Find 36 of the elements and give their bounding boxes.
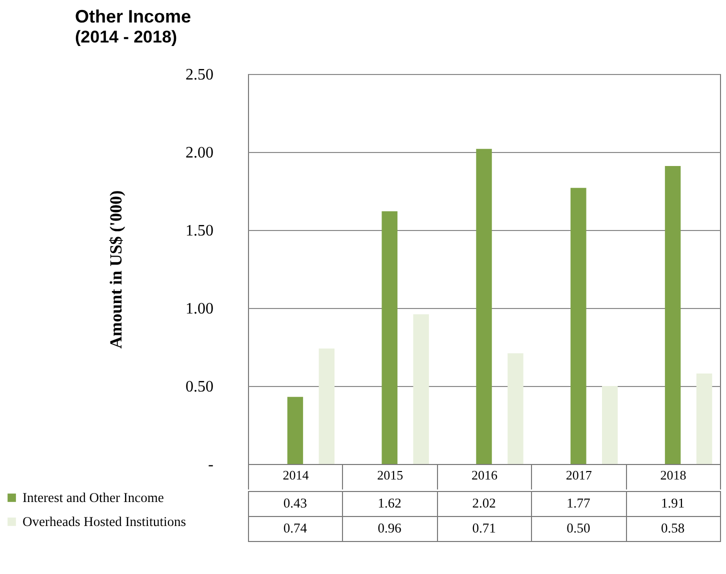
x-tick-label: 2014 <box>282 468 310 482</box>
y-tick-label: 2.50 <box>186 66 214 84</box>
bar <box>696 374 712 464</box>
bar <box>318 348 335 464</box>
x-tick-label: 2015 <box>377 468 404 482</box>
x-tick-label: 2018 <box>660 468 686 482</box>
data-label: 0.50 <box>566 520 590 536</box>
data-label: 1.77 <box>566 496 590 510</box>
data-label: 0.71 <box>472 520 496 536</box>
data-label: 0.58 <box>660 520 685 536</box>
data-label: 0.96 <box>378 520 402 536</box>
chart-subtitle: (2014 - 2018) <box>75 28 178 46</box>
bar <box>413 314 429 464</box>
bar <box>664 166 681 464</box>
data-label: 0.74 <box>283 520 308 536</box>
data-label: 0.43 <box>283 496 308 510</box>
x-tick-label: 2017 <box>566 468 592 482</box>
bar <box>508 353 524 464</box>
data-label: 2.02 <box>472 496 496 510</box>
chart-title: Other Income <box>75 6 192 26</box>
data-label: 1.62 <box>378 496 402 510</box>
legend-label: Overheads Hosted Institutions <box>22 514 186 529</box>
y-tick-label: - <box>208 456 214 474</box>
x-tick-label: 2016 <box>472 468 498 482</box>
y-tick-label: 1.50 <box>186 222 214 240</box>
bar <box>287 396 304 464</box>
legend-label: Interest and Other Income <box>22 490 164 505</box>
y-tick-label: 1.00 <box>186 300 214 318</box>
bar <box>382 211 398 464</box>
y-axis-title: Amount in US$ ('000) <box>106 190 126 349</box>
bar <box>476 148 492 464</box>
bar <box>570 188 586 464</box>
bar <box>602 386 618 464</box>
y-tick-label: 2.00 <box>186 144 214 162</box>
data-label: 1.91 <box>660 496 685 510</box>
y-tick-label: 0.50 <box>186 378 214 396</box>
